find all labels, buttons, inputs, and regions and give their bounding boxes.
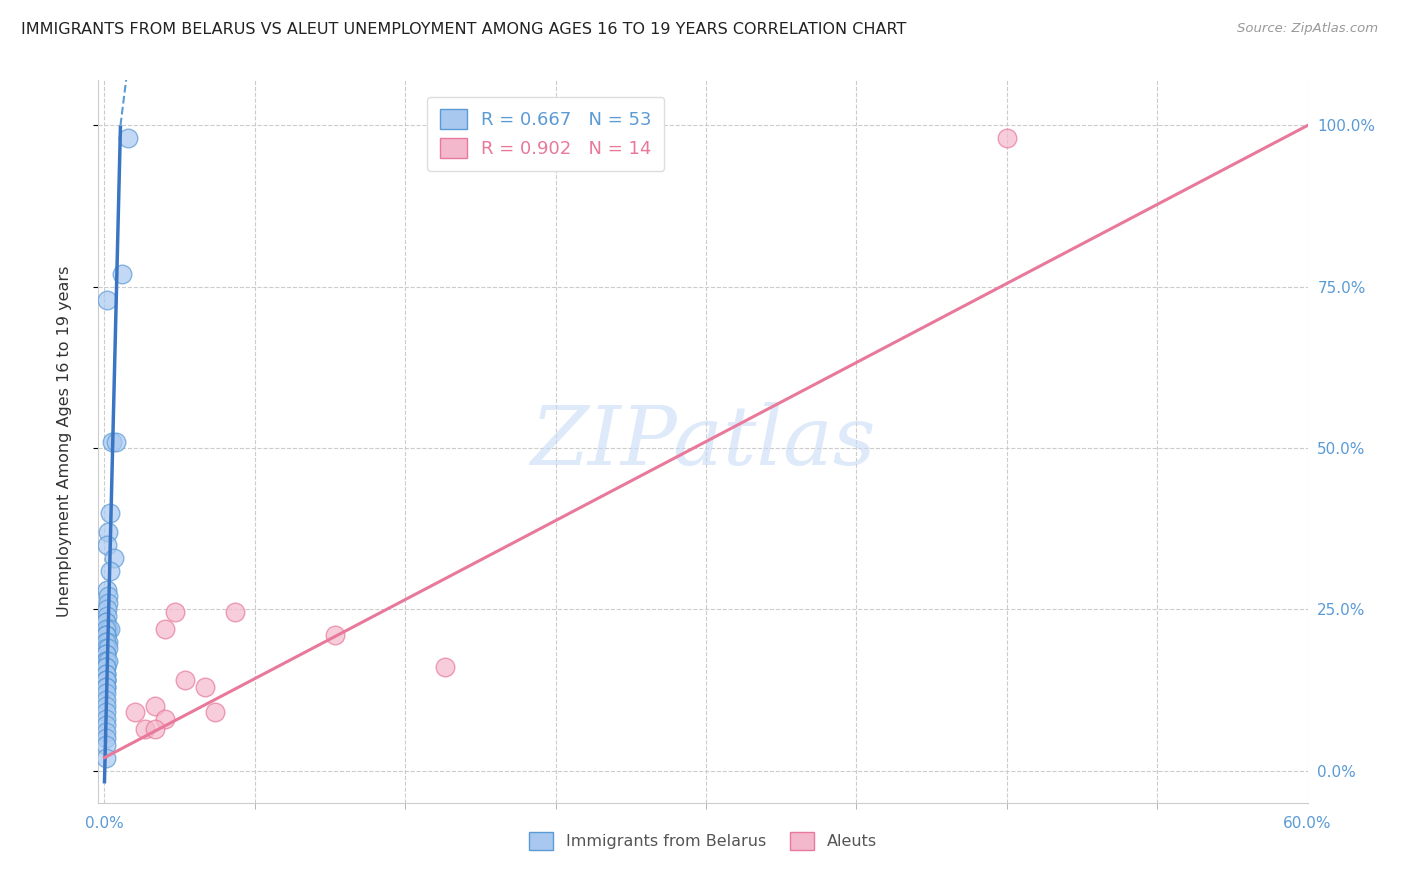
Point — [323, 628, 346, 642]
Point — [100, 622, 122, 636]
Point — [124, 706, 146, 720]
Point — [100, 506, 122, 520]
Point — [96, 731, 118, 746]
Legend: Immigrants from Belarus, Aleuts: Immigrants from Belarus, Aleuts — [523, 826, 883, 856]
Point — [153, 712, 176, 726]
Point — [100, 564, 122, 578]
Point — [96, 628, 118, 642]
Text: ZIPatlas: ZIPatlas — [530, 401, 876, 482]
Point — [96, 608, 118, 623]
Point — [96, 634, 118, 648]
Point — [96, 699, 118, 714]
Point — [96, 706, 118, 720]
Point — [96, 680, 118, 694]
Point — [97, 634, 120, 648]
Point — [96, 634, 118, 648]
Point — [194, 680, 217, 694]
Point — [96, 680, 118, 694]
Point — [96, 640, 118, 655]
Point — [96, 660, 118, 674]
Point — [204, 706, 226, 720]
Point — [96, 718, 118, 732]
Point — [96, 615, 118, 630]
Point — [96, 628, 118, 642]
Point — [97, 640, 120, 655]
Point — [96, 712, 118, 726]
Point — [96, 686, 118, 700]
Point — [96, 648, 118, 662]
Point — [101, 434, 124, 449]
Point — [96, 666, 118, 681]
Point — [96, 666, 118, 681]
Point — [995, 131, 1018, 145]
Point — [96, 660, 118, 674]
Point — [96, 538, 118, 552]
Point — [96, 654, 118, 668]
Point — [163, 606, 186, 620]
Point — [97, 654, 120, 668]
Text: Source: ZipAtlas.com: Source: ZipAtlas.com — [1237, 22, 1378, 36]
Point — [96, 673, 118, 688]
Point — [105, 434, 128, 449]
Point — [96, 738, 118, 752]
Point — [224, 606, 246, 620]
Point — [96, 602, 118, 616]
Point — [97, 622, 120, 636]
Point — [96, 582, 118, 597]
Point — [96, 673, 118, 688]
Point — [96, 293, 118, 307]
Point — [153, 622, 176, 636]
Point — [96, 654, 118, 668]
Point — [434, 660, 457, 674]
Point — [117, 131, 139, 145]
Point — [96, 628, 118, 642]
Point — [96, 654, 118, 668]
Point — [134, 722, 156, 736]
Point — [96, 750, 118, 764]
Point — [97, 524, 120, 539]
Point — [143, 699, 166, 714]
Point — [143, 722, 166, 736]
Point — [96, 724, 118, 739]
Point — [96, 648, 118, 662]
Y-axis label: Unemployment Among Ages 16 to 19 years: Unemployment Among Ages 16 to 19 years — [58, 266, 72, 617]
Point — [96, 622, 118, 636]
Point — [96, 615, 118, 630]
Point — [173, 673, 195, 688]
Point — [96, 692, 118, 706]
Point — [103, 550, 125, 565]
Point — [97, 590, 120, 604]
Point — [96, 673, 118, 688]
Text: IMMIGRANTS FROM BELARUS VS ALEUT UNEMPLOYMENT AMONG AGES 16 TO 19 YEARS CORRELAT: IMMIGRANTS FROM BELARUS VS ALEUT UNEMPLO… — [21, 22, 907, 37]
Point — [111, 267, 134, 281]
Point — [97, 596, 120, 610]
